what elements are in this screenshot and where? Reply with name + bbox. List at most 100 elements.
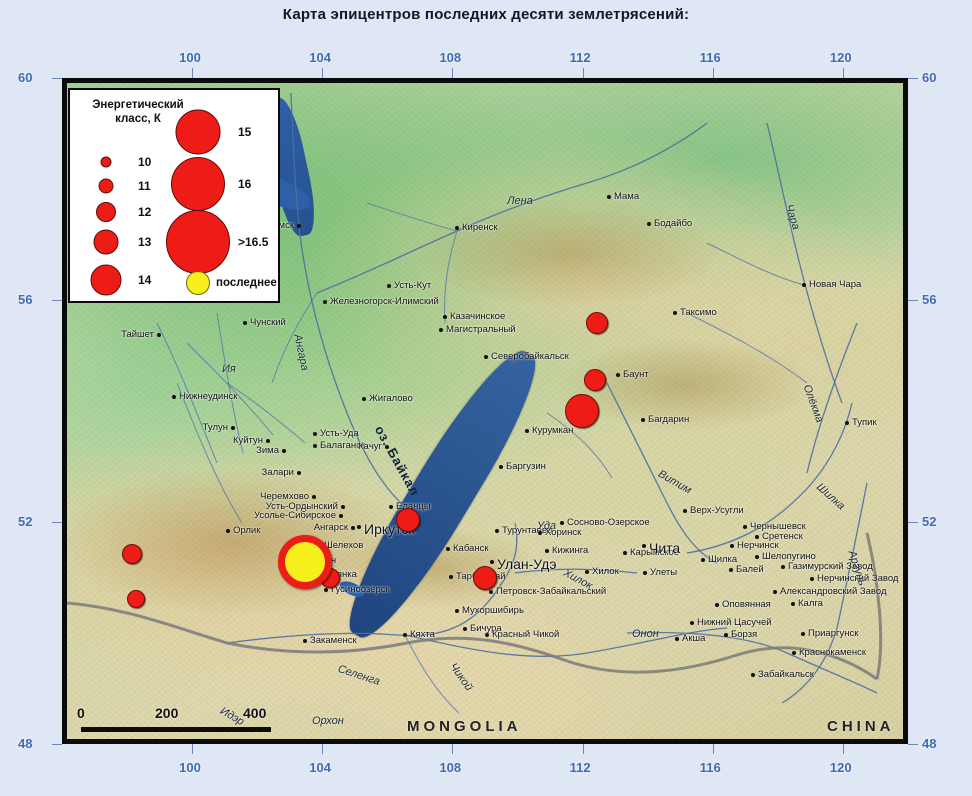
axis-tick-top-112 [582, 68, 584, 78]
city-dot [801, 632, 805, 636]
city-label: Ангарск [313, 522, 348, 533]
city-dot [484, 355, 488, 359]
city-dot [357, 525, 361, 529]
axis-label-bottom-104: 104 [309, 760, 331, 775]
city-label: Закаменск [310, 635, 357, 646]
city-dot [282, 449, 286, 453]
legend-circle-latest [186, 271, 210, 295]
city-label: Курумкан [532, 425, 574, 436]
city-label: Верх-Усугли [690, 505, 744, 516]
axis-label-left-56: 56 [18, 292, 33, 307]
legend-label-k10: 10 [138, 155, 152, 169]
legend-title: Энергетический класс, К [92, 99, 184, 125]
city-label: Мухоршибирь [462, 605, 524, 616]
city-label: Жигалово [369, 393, 413, 404]
city-label: Нерчинский Завод [817, 573, 899, 584]
city-dot [715, 603, 719, 607]
legend-circle-k12 [96, 202, 116, 222]
city-dot [385, 445, 389, 449]
axis-tick-top-116 [712, 68, 714, 78]
epicenter-latest[interactable] [278, 535, 332, 589]
city-label: Казачинское [450, 311, 506, 322]
city-dot [312, 495, 316, 499]
axis-tick-top-108 [452, 68, 454, 78]
city-label: Красный Чикой [492, 629, 560, 640]
city-dot [743, 525, 747, 529]
city-label: Шилка [708, 554, 738, 565]
city-label: Кaчуг [358, 441, 382, 452]
epicenter-4[interactable] [396, 508, 420, 532]
city-dot [313, 444, 317, 448]
axis-label-bottom-116: 116 [699, 760, 721, 775]
epicenter-2[interactable] [584, 369, 606, 391]
city-label: Сретенск [762, 531, 803, 542]
city-dot [455, 226, 459, 230]
hydronym-label: Онон [632, 628, 659, 640]
city-label: Куйтун [232, 435, 263, 446]
city-dot [324, 588, 328, 592]
legend-panel: Энергетический класс, К 10 11 12 13 14 15 16 >1… [68, 88, 280, 303]
axis-tick-left-56 [52, 300, 62, 301]
city-label: Гусиноозерск [331, 584, 390, 595]
legend-label-k16: 16 [238, 177, 252, 191]
city-dot [560, 521, 564, 525]
city-dot [643, 571, 647, 575]
city-dot [724, 633, 728, 637]
axis-label-left-52: 52 [18, 514, 33, 529]
city-label: Хоринск [545, 527, 582, 538]
city-dot [389, 505, 393, 509]
city-dot [607, 195, 611, 199]
city-dot [463, 627, 467, 631]
city-dot [403, 633, 407, 637]
city-label: Оповянная [722, 599, 771, 610]
axis-tick-bottom-108 [452, 744, 454, 754]
legend-circle-k15 [175, 109, 221, 155]
city-label: Кяхта [410, 629, 435, 640]
city-dot [499, 465, 503, 469]
axis-label-right-52: 52 [922, 514, 937, 529]
city-dot [623, 551, 627, 555]
city-dot [683, 509, 687, 513]
city-label: Акша [682, 633, 706, 644]
legend-circle-k13 [93, 229, 119, 255]
city-dot [485, 633, 489, 637]
epicenter-6[interactable] [122, 544, 142, 564]
city-label: Бодайбо [654, 218, 693, 229]
city-label: Калга [798, 598, 823, 609]
epicenter-1[interactable] [586, 312, 608, 334]
city-dot [773, 590, 777, 594]
axis-tick-bottom-116 [712, 744, 714, 754]
city-label: Зима [256, 445, 279, 456]
city-label: Киренск [462, 222, 498, 233]
city-dot [673, 311, 677, 315]
city-dot [495, 529, 499, 533]
legend-circle-k10 [100, 156, 112, 168]
city-label: Железногорск-Илимский [330, 296, 439, 307]
scale-segment-2 [175, 727, 271, 732]
city-dot [172, 395, 176, 399]
city-dot [439, 328, 443, 332]
city-dot [755, 535, 759, 539]
epicenter-5[interactable] [473, 566, 497, 590]
city-label: Турунтаево [502, 525, 553, 536]
axis-label-bottom-100: 100 [179, 760, 201, 775]
legend-label-k12: 12 [138, 205, 152, 219]
scale-tick-0: 0 [77, 705, 85, 721]
epicenter-7[interactable] [127, 590, 145, 608]
city-label: Орлик [233, 525, 261, 536]
city-dot [449, 575, 453, 579]
city-dot [802, 283, 806, 287]
axis-label-right-56: 56 [922, 292, 937, 307]
axis-tick-right-60 [908, 78, 918, 79]
axis-label-top-108: 108 [439, 50, 462, 65]
hydronym-label: Уда [537, 520, 557, 532]
axis-label-bottom-120: 120 [829, 760, 852, 775]
axis-label-top-100: 100 [179, 50, 201, 65]
city-label: Таксимо [680, 307, 717, 318]
city-label: Кижинга [552, 545, 589, 556]
epicenter-3[interactable] [565, 394, 599, 428]
city-label: Нижний Цасучей [697, 617, 772, 628]
legend-label-k11: 11 [138, 179, 151, 193]
city-label: Черемхово [260, 491, 309, 502]
city-dot [545, 549, 549, 553]
